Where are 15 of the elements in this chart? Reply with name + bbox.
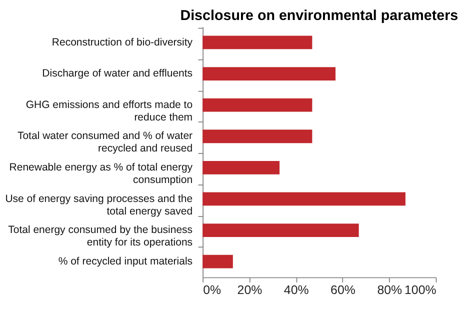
x-tick-label: 100% [404,282,436,297]
y-tick-label: GHG emissions and efforts made to reduce them [26,98,193,124]
y-tick-label: % of recycled input materials [58,255,193,268]
x-tick-label: 60% [330,282,356,297]
y-tick-label: Discharge of water and effluents [42,68,193,80]
x-tick-label: 80% [377,282,402,297]
chart-title: Disclosure on environmental parameters [180,8,458,24]
y-tick-label: Reconstruction of bio-diversity [52,36,194,48]
y-tick-label: Total water consumed and % of water recycled and reused [17,130,194,155]
y-tick-label: Total energy consumed by the business entity for its operations [8,224,193,249]
y-tick-label: Renewable energy as % of total energy consumption [9,162,194,186]
y-tick-label: Use of energy saving processes and the total energy saved [5,192,193,218]
x-tick-label: 20% [237,282,262,297]
x-tick-label: 40% [284,282,309,297]
x-tick-label: 0% [203,282,222,297]
